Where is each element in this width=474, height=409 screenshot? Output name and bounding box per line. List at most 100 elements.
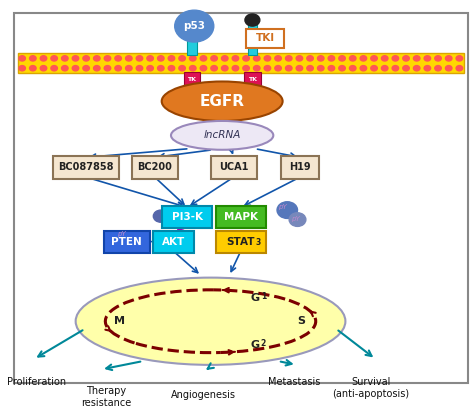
Circle shape: [179, 65, 185, 71]
Circle shape: [435, 65, 441, 71]
Circle shape: [126, 56, 132, 61]
Text: PI3-K: PI3-K: [172, 212, 203, 222]
Circle shape: [360, 65, 367, 71]
Circle shape: [360, 56, 367, 61]
Circle shape: [157, 56, 164, 61]
Circle shape: [243, 65, 249, 71]
Text: M: M: [114, 316, 125, 326]
Circle shape: [318, 56, 324, 61]
Circle shape: [115, 65, 121, 71]
Circle shape: [72, 65, 79, 71]
Circle shape: [221, 56, 228, 61]
Text: 3: 3: [255, 238, 261, 247]
Text: pY: pY: [291, 216, 300, 222]
Circle shape: [277, 202, 298, 218]
Circle shape: [136, 56, 143, 61]
Circle shape: [211, 56, 218, 61]
Circle shape: [62, 65, 68, 71]
Bar: [183, 72, 201, 88]
Circle shape: [328, 56, 335, 61]
Text: EGFR: EGFR: [200, 94, 245, 109]
Circle shape: [446, 56, 452, 61]
Circle shape: [456, 56, 463, 61]
Circle shape: [243, 56, 249, 61]
Text: Angiogenesis: Angiogenesis: [171, 389, 236, 400]
Circle shape: [424, 56, 430, 61]
Text: Metastasis: Metastasis: [268, 377, 320, 387]
Circle shape: [232, 56, 239, 61]
Text: BC200: BC200: [137, 162, 172, 172]
Circle shape: [296, 56, 303, 61]
Circle shape: [168, 65, 175, 71]
Circle shape: [285, 56, 292, 61]
Circle shape: [147, 65, 154, 71]
Circle shape: [413, 65, 420, 71]
Circle shape: [307, 65, 313, 71]
Bar: [187, 21, 197, 54]
Text: pY: pY: [118, 231, 126, 237]
Circle shape: [245, 14, 260, 26]
FancyBboxPatch shape: [281, 156, 319, 179]
Circle shape: [307, 56, 313, 61]
Text: STAT: STAT: [227, 236, 255, 247]
Text: TK: TK: [187, 77, 196, 83]
Circle shape: [179, 56, 185, 61]
Circle shape: [392, 56, 399, 61]
Ellipse shape: [76, 278, 346, 365]
Text: p53: p53: [183, 21, 205, 31]
Circle shape: [51, 56, 57, 61]
Circle shape: [424, 65, 430, 71]
FancyBboxPatch shape: [216, 206, 266, 228]
Circle shape: [285, 65, 292, 71]
Circle shape: [435, 56, 441, 61]
Circle shape: [456, 65, 463, 71]
Circle shape: [328, 65, 335, 71]
FancyBboxPatch shape: [211, 156, 256, 179]
Text: TK: TK: [248, 77, 257, 83]
Circle shape: [232, 65, 239, 71]
Circle shape: [254, 65, 260, 71]
FancyBboxPatch shape: [246, 29, 284, 48]
Text: Proliferation: Proliferation: [7, 377, 66, 387]
Circle shape: [190, 65, 196, 71]
Circle shape: [403, 65, 409, 71]
Text: Therapy
resistance: Therapy resistance: [81, 387, 131, 408]
Circle shape: [40, 56, 47, 61]
Text: lncRNA: lncRNA: [203, 130, 241, 140]
Circle shape: [104, 56, 111, 61]
Text: 1: 1: [261, 292, 266, 301]
Circle shape: [153, 210, 168, 222]
Circle shape: [40, 65, 47, 71]
Circle shape: [83, 56, 90, 61]
Circle shape: [115, 56, 121, 61]
Text: BC087858: BC087858: [58, 162, 114, 172]
Text: Survival
(anti-apoptosis): Survival (anti-apoptosis): [332, 377, 410, 399]
Bar: [244, 72, 261, 88]
Circle shape: [200, 65, 207, 71]
Circle shape: [289, 213, 306, 227]
Text: H19: H19: [289, 162, 311, 172]
Text: TKI: TKI: [255, 33, 275, 43]
Circle shape: [126, 65, 132, 71]
Ellipse shape: [162, 81, 283, 121]
Text: PTEN: PTEN: [111, 236, 142, 247]
Circle shape: [62, 56, 68, 61]
Circle shape: [413, 56, 420, 61]
Circle shape: [264, 65, 271, 71]
Circle shape: [184, 14, 200, 26]
Circle shape: [157, 65, 164, 71]
Circle shape: [29, 65, 36, 71]
Circle shape: [403, 56, 409, 61]
Circle shape: [200, 56, 207, 61]
Circle shape: [19, 65, 26, 71]
Circle shape: [51, 65, 57, 71]
Circle shape: [175, 10, 214, 42]
Circle shape: [168, 56, 175, 61]
Text: 2: 2: [261, 339, 266, 348]
FancyBboxPatch shape: [53, 156, 119, 179]
FancyBboxPatch shape: [162, 206, 212, 228]
Text: pY: pY: [278, 204, 287, 210]
Bar: [18, 54, 464, 73]
Circle shape: [339, 56, 346, 61]
Circle shape: [318, 65, 324, 71]
